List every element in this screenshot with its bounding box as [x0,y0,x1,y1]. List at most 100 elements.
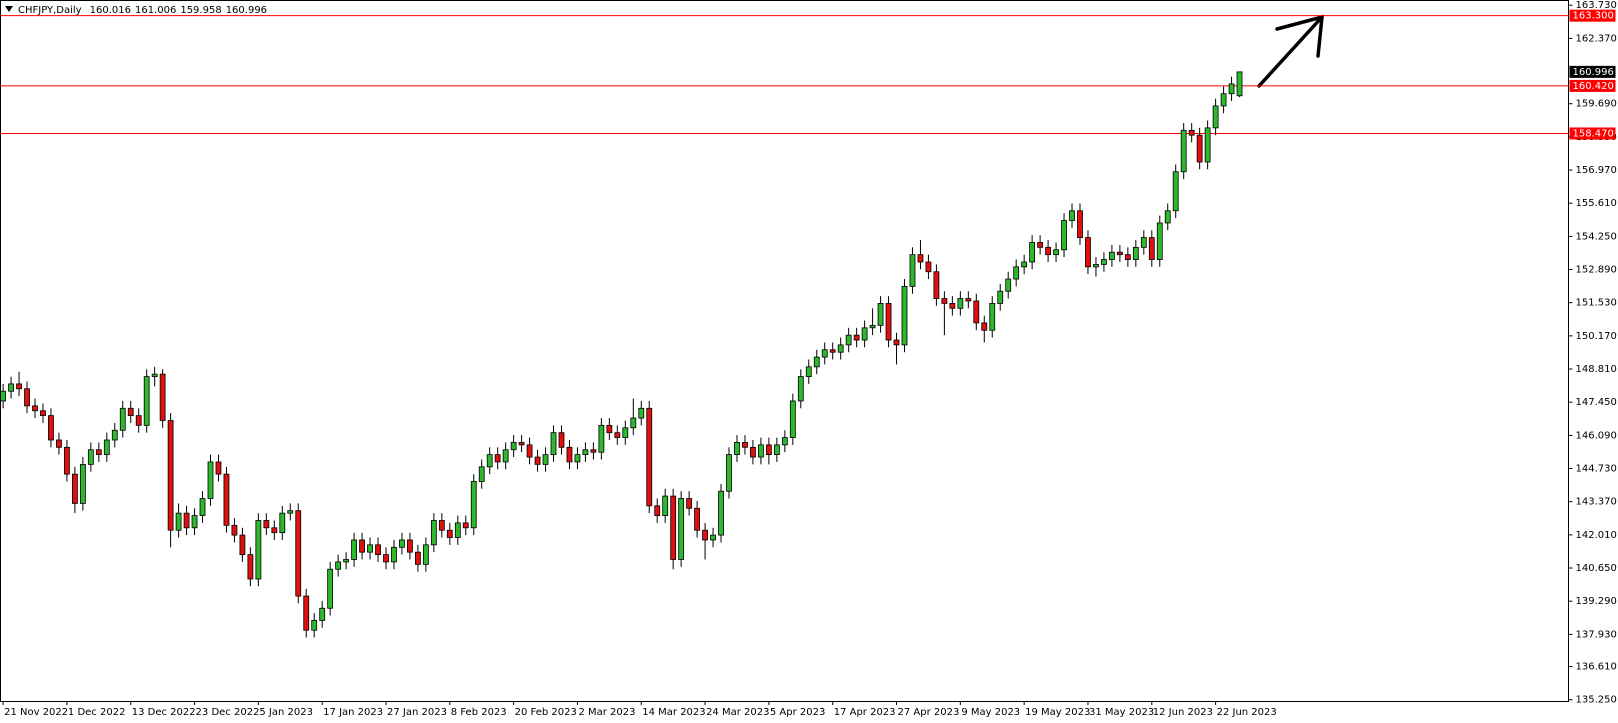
candle [1037,235,1044,255]
candle-body [821,349,828,358]
candle [773,437,780,462]
candle-body [550,432,557,456]
candle [183,505,190,536]
x-tick-label: 8 Feb 2023 [451,707,507,718]
x-tick-label: 23 Dec 2022 [196,707,260,718]
x-tick-label: 5 Jan 2023 [259,707,313,718]
candle [1109,244,1115,267]
y-tick-label: 137.930 [1576,629,1617,640]
candle [901,279,908,353]
x-tick-label: 27 Apr 2023 [898,707,960,718]
candle-body [486,454,493,468]
candle [694,500,700,538]
candle-body [901,285,908,346]
candle [845,327,852,353]
candle-body [263,520,270,529]
candle [470,474,477,536]
candle-body [79,463,86,504]
y-tick-label: 143.370 [1576,497,1617,508]
candle-body [1037,242,1044,248]
candle [1196,127,1203,170]
candle [750,439,756,465]
candle [271,520,278,540]
candle-body [1212,105,1219,129]
candle-body [925,261,932,273]
x-tick-label: 12 Jun 2023 [1153,707,1213,718]
candle-body [534,456,541,465]
candle-body [726,454,732,492]
candle-body [1132,246,1139,260]
x-tick-label: 13 Dec 2022 [132,707,196,718]
candle-body [526,444,533,458]
candle [1061,213,1067,258]
candle-body [159,373,166,421]
candle-body [95,449,102,456]
candle [1021,254,1028,275]
candle [678,491,685,567]
price-label: 158.470 [1573,128,1614,139]
current-price-box [1569,65,1616,78]
candle-body [502,449,509,463]
candle-body [1156,222,1163,260]
x-tick-label: 31 May 2023 [1089,707,1154,718]
candle [383,547,389,570]
candle [941,291,948,336]
candle [199,491,206,523]
candle [1101,252,1107,272]
candle-body [590,449,597,453]
menu-triangle [5,6,13,12]
candle-body [207,461,214,499]
candle-body [758,444,764,458]
candle [32,398,38,419]
annotation-arrow [1257,14,1324,88]
candle [478,459,485,489]
candle [367,537,373,560]
candle-body [805,366,812,377]
candle [909,247,916,294]
candle [510,435,517,458]
candle [175,503,182,538]
candle-body [1029,242,1036,263]
candle-body [789,400,796,438]
x-tick-label: 20 Feb 2023 [515,707,577,718]
candle [422,537,429,572]
candle-body [1196,134,1203,163]
candle-body [1140,237,1147,248]
y-tick-label: 163.730 [1576,0,1617,11]
candle-body [734,442,740,456]
candle [438,513,445,538]
candle [111,422,118,448]
y-tick-label: 154.250 [1576,231,1617,242]
candle-body [255,520,262,580]
candle [949,296,956,316]
candle [542,447,549,472]
candle-body [957,298,964,309]
candle [869,308,876,336]
candle [430,513,437,553]
candle-body [765,444,772,456]
candle-body [877,303,884,326]
candle-body [32,405,38,412]
candle [518,435,525,453]
candle [375,537,381,562]
candle [797,369,804,409]
y-tick-label: 155.610 [1576,198,1617,209]
candle-body [1188,129,1195,136]
y-tick-label: 144.730 [1576,464,1617,475]
candle-body [383,554,389,563]
candle [8,376,14,399]
candle [399,532,405,555]
candle-body [407,539,413,553]
candle [630,398,637,436]
candle [95,442,102,462]
candle-body [869,324,876,329]
candle-body [494,454,501,463]
candle-body [111,429,118,441]
candle-body [271,527,278,534]
candle-body [287,510,294,514]
candle-body [909,254,916,287]
current-price-label: 160.996 [1573,67,1614,78]
candle [502,442,509,470]
